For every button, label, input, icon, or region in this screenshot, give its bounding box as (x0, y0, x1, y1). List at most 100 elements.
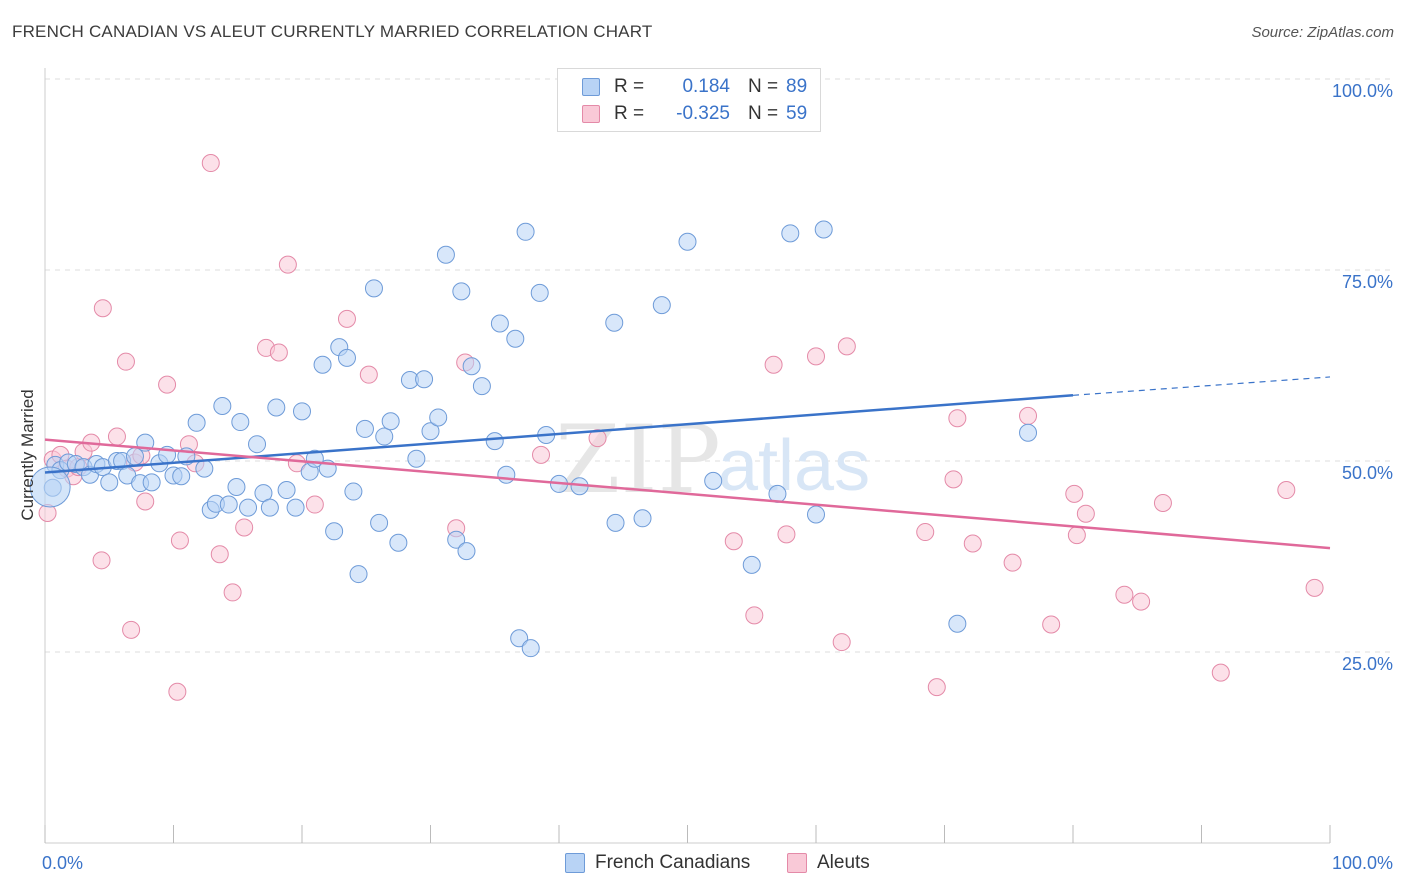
legend-row-french-canadians: R = 0.184 N = 89 (558, 73, 807, 100)
french-canadians-point-35 (277, 481, 296, 500)
aleuts-point-34 (532, 445, 551, 464)
french-canadians-point-85 (814, 220, 833, 239)
aleuts-point-16 (158, 375, 177, 394)
french-canadians-point-65 (490, 314, 509, 333)
french-canadians-point-87 (1019, 423, 1038, 442)
chart-title: FRENCH CANADIAN VS ALEUT CURRENTLY MARRI… (12, 22, 653, 41)
aleuts-point-52 (1067, 526, 1086, 545)
y-tick-label-50: 50.0% (1342, 463, 1393, 483)
french-canadians-point-86 (948, 614, 967, 633)
y-tick-label-75: 75.0% (1342, 272, 1393, 292)
french-canadians-point-33 (260, 498, 279, 517)
aleuts-point-41 (832, 633, 851, 652)
legend-n-label: N = (748, 102, 779, 124)
series-legend-aleuts[interactable]: Aleuts (787, 852, 870, 874)
series-swatch-blue (565, 853, 585, 873)
french-canadians-point-68 (510, 629, 529, 648)
french-canadians-point-37 (293, 402, 311, 421)
legend-n-value: 89 (786, 75, 808, 97)
french-canadians-point-56 (421, 422, 440, 441)
french-canadians-point-59 (447, 530, 466, 549)
french-canadians-point-51 (381, 412, 400, 431)
source-label: Source: ZipAtlas.com (1251, 24, 1394, 41)
aleuts-point-18 (170, 531, 189, 550)
aleuts-point-43 (916, 523, 935, 542)
french-canadians-point-22 (187, 413, 206, 432)
french-canadians-point-67 (506, 329, 525, 348)
french-canadians-point-78 (652, 296, 671, 315)
aleuts-point-30 (337, 309, 356, 328)
aleuts-point-37 (745, 606, 764, 625)
watermark: ZIP atlas (555, 406, 870, 515)
french-canadians-point-83 (781, 224, 800, 243)
y-axis-label: Currently Married (18, 389, 37, 521)
french-canadians-point-46 (349, 565, 368, 584)
aleuts-point-46 (944, 470, 963, 489)
aleuts-point-12 (122, 620, 141, 639)
series-legend-french-canadians[interactable]: French Canadians (565, 852, 750, 874)
watermark-zip: ZIP (555, 406, 721, 515)
aleuts-point-50 (1042, 615, 1061, 634)
french-canadians-point-75 (605, 313, 624, 332)
correlation-legend: R = 0.184 N = 89 R = -0.325 N = 59 (557, 68, 821, 132)
french-canadians-point-36 (286, 498, 305, 517)
french-canadians-point-31 (248, 435, 267, 454)
french-canadians-point-84 (807, 505, 825, 524)
legend-row-aleuts: R = -0.325 N = 59 (558, 100, 807, 127)
french-canadians-point-61 (457, 542, 476, 561)
french-canadians-point-70 (521, 639, 540, 658)
legend-r-label: R = (614, 102, 645, 124)
legend-n-value: 59 (786, 102, 808, 124)
aleuts-point-27 (278, 255, 297, 274)
aleuts-point-42 (837, 337, 856, 356)
french-canadians-point-28 (227, 477, 246, 496)
aleuts-point-39 (777, 525, 796, 544)
french-canadians-point-71 (530, 283, 549, 302)
series-legend: French Canadians Aleuts (0, 852, 1406, 876)
french-canadians-point-60 (452, 282, 471, 301)
french-canadians-point-88 (29, 466, 71, 508)
french-canadians-point-30 (239, 498, 258, 517)
french-canadians-point-62 (462, 357, 481, 376)
french-canadians-point-50 (375, 427, 394, 446)
aleuts-point-54 (1115, 585, 1134, 604)
french-canadians-point-66 (497, 465, 516, 484)
x-tick-label-min: 0.0% (42, 853, 83, 873)
french-canadians-point-34 (267, 398, 286, 417)
legend-r-value: -0.325 (676, 102, 730, 124)
aleuts-point-44 (927, 678, 946, 697)
french-canadians-point-64 (485, 432, 504, 451)
french-canadians-point-16 (142, 473, 161, 492)
aleuts-point-10 (107, 427, 126, 446)
french-canadians-points (29, 220, 1038, 658)
series-legend-label: French Canadians (595, 852, 751, 873)
legend-swatch-blue (582, 77, 600, 96)
aleuts-point-9 (93, 299, 112, 318)
aleuts-point-51 (1065, 484, 1084, 503)
aleuts-point-53 (1076, 504, 1095, 523)
aleuts-point-15 (136, 492, 155, 511)
french-canadians-point-69 (516, 222, 535, 241)
french-canadians-point-45 (344, 482, 363, 501)
x-tick-label-max: 100.0% (1332, 853, 1393, 873)
aleuts-point-49 (1019, 406, 1038, 425)
aleuts-point-23 (223, 583, 242, 602)
grid-layer (45, 78, 1392, 653)
french-canadians-point-23 (195, 459, 214, 478)
series-legend-label: Aleuts (817, 852, 870, 873)
french-canadians-point-49 (370, 513, 389, 532)
french-canadians-point-48 (364, 279, 383, 298)
french-canadians-point-58 (436, 245, 455, 264)
aleuts-point-35 (588, 429, 607, 448)
french-canadians-point-27 (219, 495, 238, 514)
french-canadians-point-63 (472, 377, 491, 396)
watermark-atlas: atlas (718, 426, 870, 506)
aleuts-point-17 (168, 682, 187, 701)
y-tick-label-25: 25.0% (1342, 654, 1393, 674)
french-canadians-point-80 (704, 471, 723, 490)
aleuts-point-48 (1003, 553, 1022, 572)
french-canadians-point-79 (678, 232, 697, 251)
aleuts-point-55 (1132, 592, 1151, 611)
aleuts-point-57 (1211, 663, 1230, 682)
